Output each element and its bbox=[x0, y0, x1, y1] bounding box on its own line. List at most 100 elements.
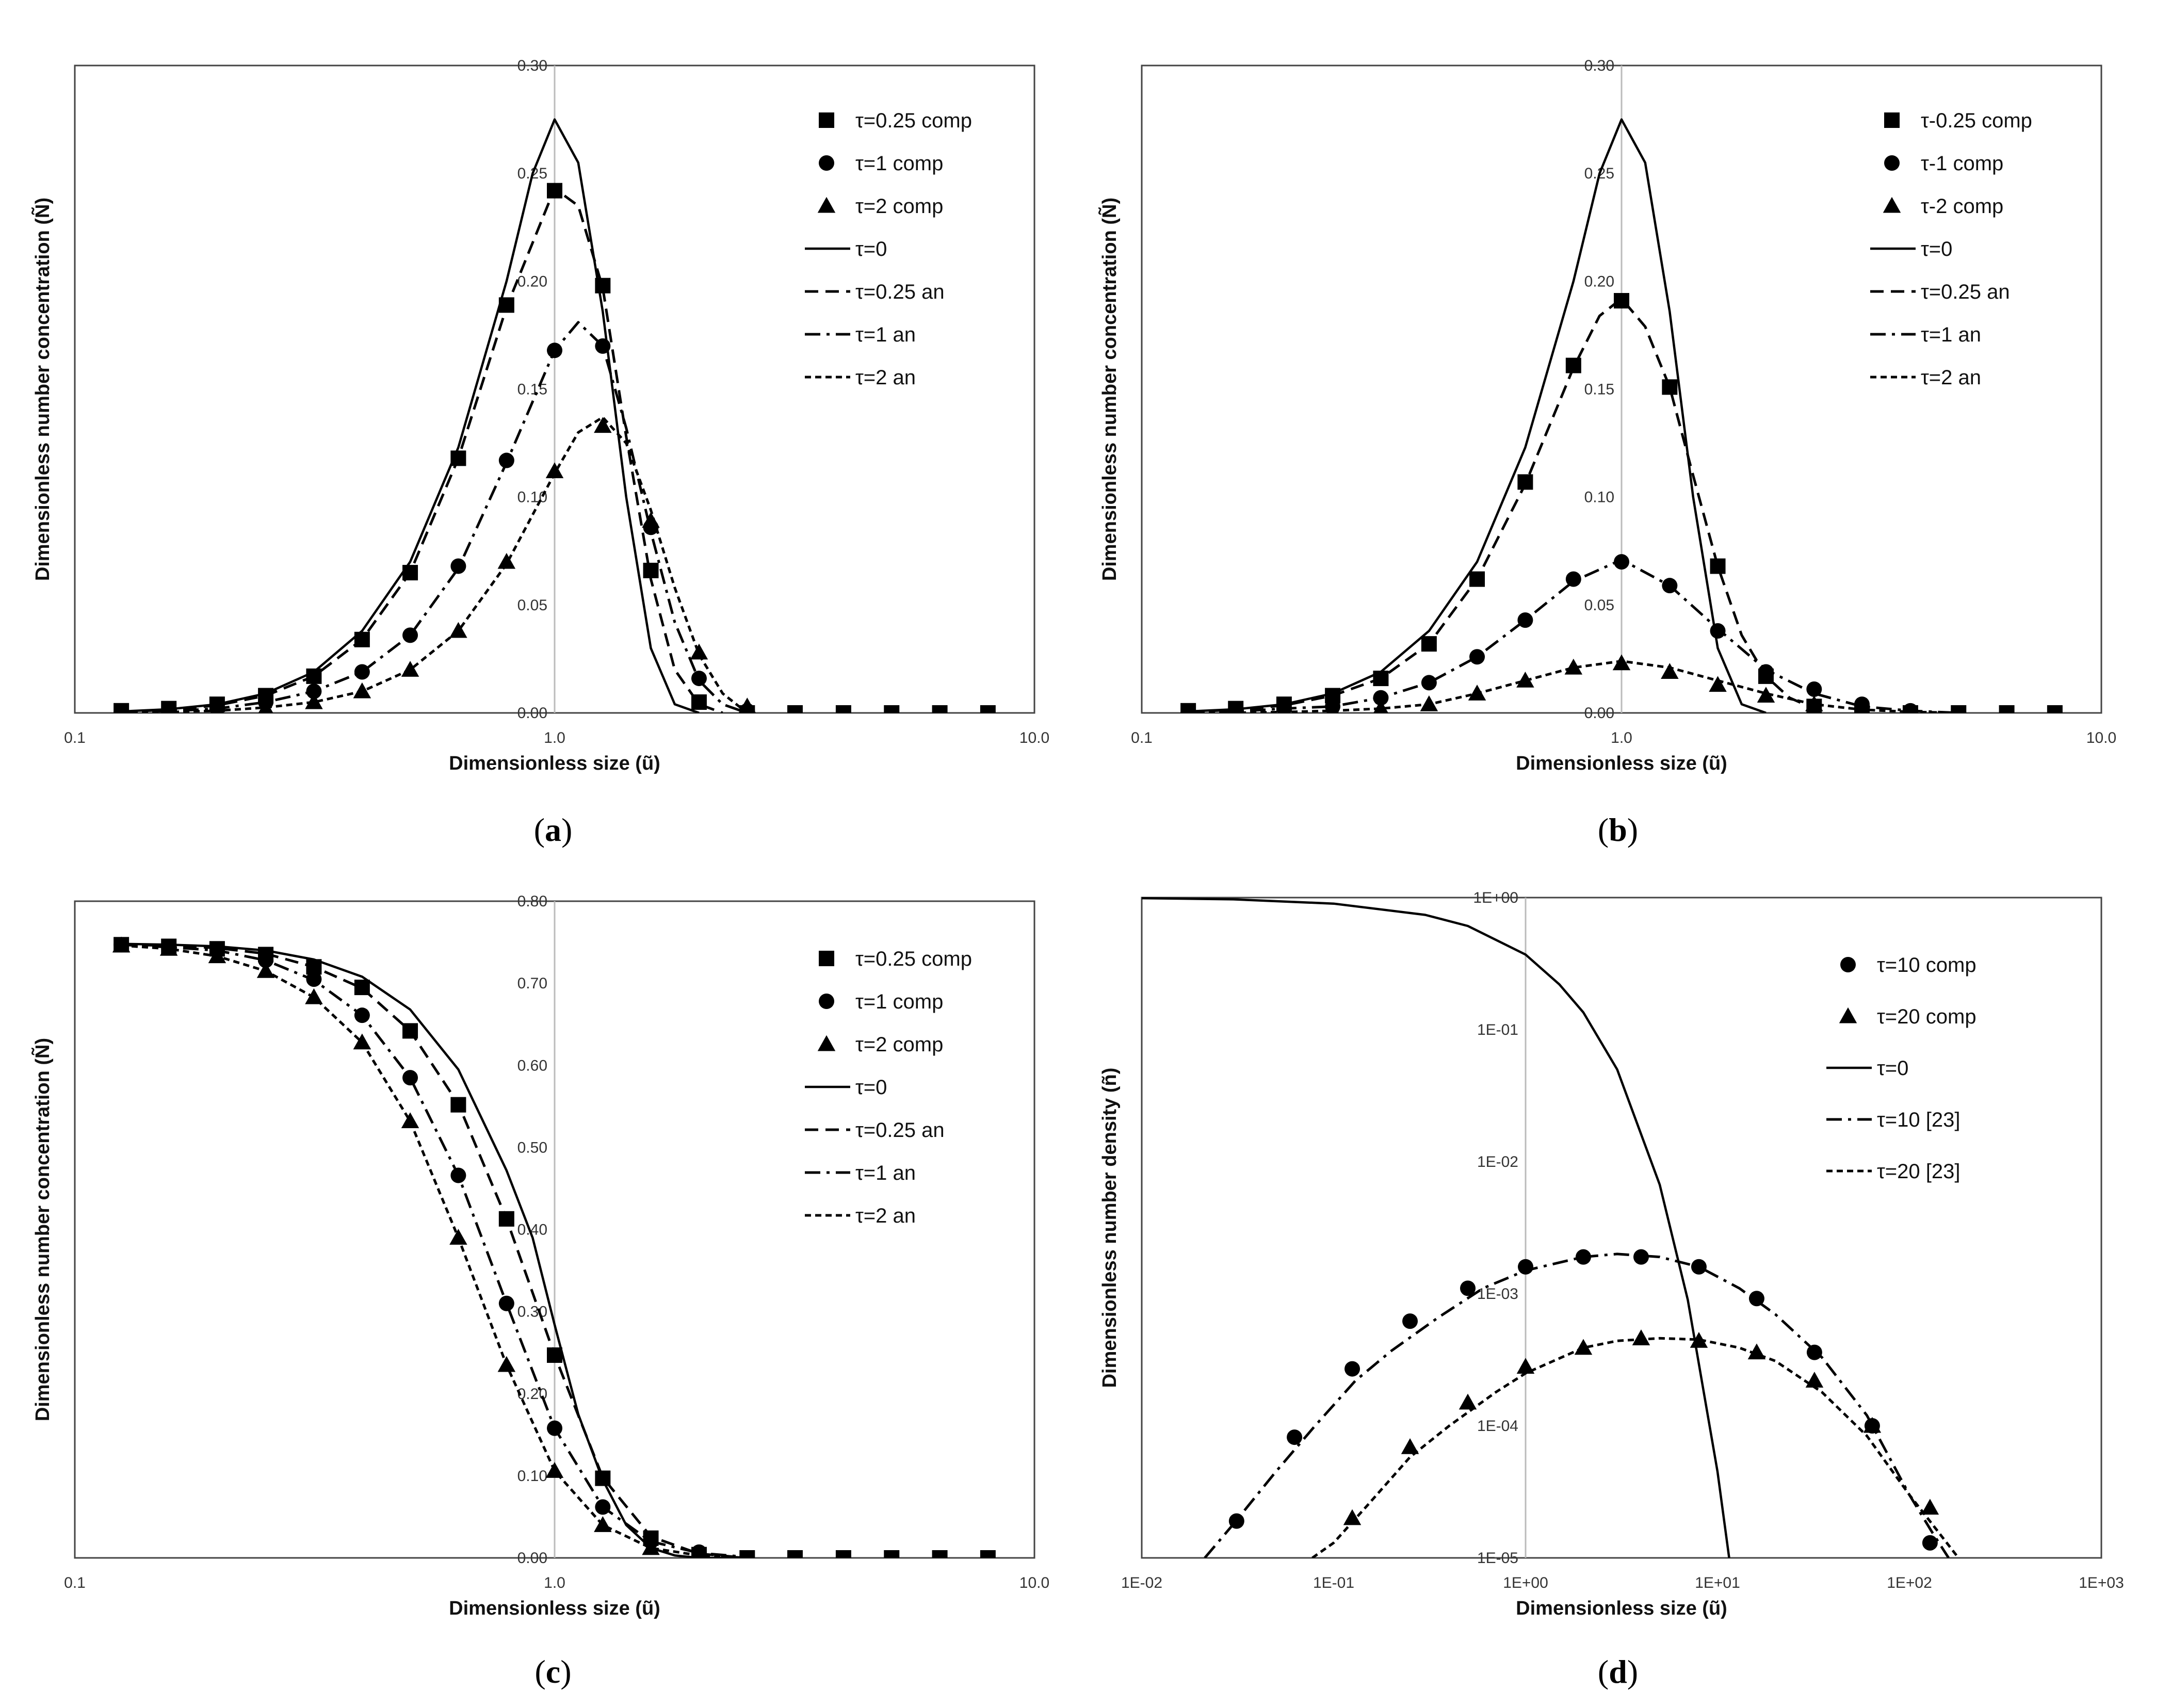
y-tick-label: 0.00 bbox=[1584, 705, 1614, 722]
x-tick-label: 1E+00 bbox=[1503, 1574, 1548, 1591]
legend-label-2-comp: τ=2 comp bbox=[855, 1033, 943, 1056]
legend-label-1-comp: τ=1 comp bbox=[855, 152, 943, 175]
series-layer-d bbox=[1142, 897, 1959, 1558]
data-point-20-comp bbox=[1459, 1393, 1477, 1410]
legend-swatch-1-comp bbox=[819, 994, 834, 1009]
data-point-10-comp bbox=[1922, 1535, 1938, 1551]
data-point-2-comp bbox=[690, 643, 708, 660]
legend-label-0-25-an: τ=0.25 an bbox=[855, 1119, 945, 1142]
series-line-0-25-an bbox=[121, 943, 748, 1558]
data-point-0-25-comp bbox=[932, 1550, 948, 1558]
data-point-0-25-comp bbox=[835, 1550, 851, 1558]
data-point-10-comp bbox=[1287, 1429, 1303, 1445]
x-tick-label: 1E+03 bbox=[2079, 1574, 2124, 1591]
legend-label-0: τ=0 bbox=[1921, 238, 1952, 261]
y-tick-label: 0.05 bbox=[517, 597, 547, 614]
data-point-1-comp bbox=[1806, 681, 1822, 697]
data-point-0-25-comp bbox=[2047, 705, 2063, 713]
data-point-10-comp bbox=[1460, 1280, 1476, 1296]
legend-label-0: τ=0 bbox=[855, 238, 887, 261]
data-point-20-comp bbox=[1343, 1509, 1362, 1525]
data-point-0-25-comp bbox=[1999, 705, 2015, 713]
y-tick-label: 0.30 bbox=[517, 57, 547, 74]
y-tick-label: 0.15 bbox=[1584, 381, 1614, 398]
legend-label-0-25-an: τ=0.25 an bbox=[855, 281, 945, 303]
data-point-2-comp bbox=[594, 417, 612, 433]
legend-swatch-0-25-comp bbox=[1884, 112, 1900, 128]
data-point-0-25-comp bbox=[884, 1550, 900, 1558]
plot-frame-d bbox=[1141, 897, 2102, 1559]
y-tick-label: 0.30 bbox=[517, 1304, 547, 1321]
data-point-0-25-comp bbox=[835, 705, 851, 713]
data-point-10-comp bbox=[1633, 1249, 1649, 1265]
series-line-0-25-an bbox=[1188, 297, 1815, 713]
y-tick-label: 1E-01 bbox=[1477, 1021, 1518, 1038]
data-point-2-comp bbox=[1516, 672, 1534, 688]
legend-swatch-0-25-comp bbox=[819, 112, 834, 128]
legend-label-20-23: τ=20 [23] bbox=[1877, 1160, 1960, 1183]
data-point-2-comp bbox=[1564, 658, 1583, 675]
x-tick-label: 1.0 bbox=[544, 729, 565, 746]
caption-c: (c) bbox=[534, 1653, 571, 1690]
panel-c: (c) bbox=[534, 1653, 571, 1690]
data-point-1-comp bbox=[1469, 649, 1485, 665]
y-tick-label: 1E+00 bbox=[1473, 889, 1518, 906]
y-axis-label: Dimensionless number concentration (Ñ) bbox=[31, 198, 54, 581]
legend-swatch-1-comp bbox=[1884, 155, 1900, 171]
x-tick-label: 0.1 bbox=[64, 729, 86, 746]
data-point-0-25-comp bbox=[787, 1550, 803, 1558]
x-tick-label: 10.0 bbox=[1019, 729, 1049, 746]
caption-b: (b) bbox=[1598, 811, 1638, 848]
y-tick-label: 0.60 bbox=[517, 1057, 547, 1074]
legend-label-2-an: τ=2 an bbox=[855, 366, 916, 389]
data-point-20-comp bbox=[1921, 1499, 1939, 1515]
x-tick-label: 10.0 bbox=[1019, 1574, 1049, 1591]
series-line-2-an bbox=[1188, 660, 1959, 713]
data-point-1-comp bbox=[1710, 623, 1726, 639]
series-line-2-an bbox=[121, 416, 748, 713]
x-tick-label: 0.1 bbox=[1131, 729, 1153, 746]
data-point-2-comp bbox=[642, 512, 660, 528]
y-tick-label: 0.10 bbox=[517, 489, 547, 506]
data-point-0-25-comp bbox=[1662, 379, 1678, 395]
series-line-2-an bbox=[121, 944, 748, 1558]
y-tick-label: 1E-04 bbox=[1477, 1418, 1518, 1435]
legend-label-2-comp: τ=2 comp bbox=[855, 195, 943, 218]
data-point-2-comp bbox=[305, 693, 323, 709]
legend-label-0-25-comp: τ-0.25 comp bbox=[1921, 109, 2032, 132]
x-tick-label: 1E-02 bbox=[1121, 1574, 1162, 1591]
data-point-0-25-comp bbox=[884, 705, 900, 713]
data-point-2-comp bbox=[497, 552, 516, 569]
y-tick-label: 0.50 bbox=[517, 1139, 547, 1156]
y-tick-label: 0.00 bbox=[517, 705, 547, 722]
data-point-2-comp bbox=[545, 462, 564, 478]
data-point-2-comp bbox=[738, 697, 756, 713]
y-tick-label: 1E-02 bbox=[1477, 1153, 1518, 1170]
data-point-20-comp bbox=[1632, 1329, 1650, 1345]
data-point-2-comp bbox=[1757, 687, 1775, 703]
data-point-0-25-comp bbox=[787, 705, 803, 713]
legend-label-1-an: τ=1 an bbox=[855, 323, 916, 346]
panel-a: (a) bbox=[534, 811, 573, 848]
x-tick-label: 1E+02 bbox=[1887, 1574, 1932, 1591]
series-line-1-an bbox=[121, 943, 748, 1558]
legend-swatch-1-comp bbox=[819, 155, 834, 171]
data-point-0-25-comp bbox=[980, 705, 996, 713]
data-point-1-comp bbox=[1951, 705, 1967, 713]
legend-swatch-2-comp bbox=[817, 197, 836, 213]
legend-label-1-comp: τ=1 comp bbox=[855, 990, 943, 1013]
data-point-10-comp bbox=[1344, 1361, 1360, 1377]
x-tick-label: 1.0 bbox=[1611, 729, 1632, 746]
y-tick-label: 0.70 bbox=[517, 975, 547, 992]
caption-a: (a) bbox=[534, 811, 573, 848]
legend-label-20-comp: τ=20 comp bbox=[1877, 1005, 1976, 1028]
y-tick-label: 0.10 bbox=[517, 1468, 547, 1485]
series-layer-a bbox=[114, 118, 996, 713]
legend-label-0-25-an: τ=0.25 an bbox=[1921, 281, 2010, 303]
data-point-0-25-comp bbox=[980, 1550, 996, 1558]
data-point-20-comp bbox=[1401, 1438, 1419, 1454]
series-layer-c bbox=[112, 936, 996, 1558]
y-axis-label: Dimensionless number concentration (Ñ) bbox=[31, 1038, 54, 1421]
